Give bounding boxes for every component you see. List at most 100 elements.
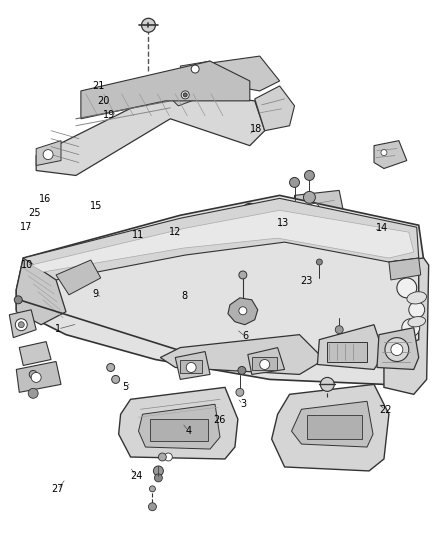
Text: 27: 27 xyxy=(52,484,64,494)
Polygon shape xyxy=(292,401,373,447)
Text: 1: 1 xyxy=(55,324,61,334)
Polygon shape xyxy=(210,56,279,91)
Circle shape xyxy=(29,370,37,378)
Circle shape xyxy=(290,177,300,188)
Circle shape xyxy=(385,337,409,361)
Circle shape xyxy=(43,150,53,159)
Text: 9: 9 xyxy=(92,289,98,299)
Polygon shape xyxy=(228,298,258,325)
Text: 23: 23 xyxy=(300,276,312,286)
Circle shape xyxy=(159,453,166,461)
Polygon shape xyxy=(119,387,238,459)
Polygon shape xyxy=(272,384,389,471)
Text: 19: 19 xyxy=(103,110,116,120)
Polygon shape xyxy=(16,361,61,392)
Circle shape xyxy=(186,362,196,373)
Bar xyxy=(307,415,362,439)
Circle shape xyxy=(164,453,172,461)
Text: 10: 10 xyxy=(21,261,33,270)
Polygon shape xyxy=(16,196,424,384)
Text: 18: 18 xyxy=(250,124,262,134)
Circle shape xyxy=(15,319,27,330)
Text: 21: 21 xyxy=(92,81,104,91)
Circle shape xyxy=(18,322,24,328)
Text: 12: 12 xyxy=(170,227,182,237)
Circle shape xyxy=(243,203,257,217)
Circle shape xyxy=(397,278,417,298)
Circle shape xyxy=(14,296,22,304)
Circle shape xyxy=(304,191,315,203)
Circle shape xyxy=(335,326,343,334)
Circle shape xyxy=(191,65,199,73)
Text: 25: 25 xyxy=(28,208,40,219)
Ellipse shape xyxy=(408,317,426,327)
Polygon shape xyxy=(160,335,324,375)
Polygon shape xyxy=(377,328,419,369)
Polygon shape xyxy=(9,310,36,337)
Circle shape xyxy=(309,203,319,213)
Circle shape xyxy=(402,319,420,337)
Polygon shape xyxy=(374,141,407,168)
Circle shape xyxy=(409,302,425,318)
Circle shape xyxy=(148,503,156,511)
Circle shape xyxy=(236,389,244,397)
Circle shape xyxy=(141,18,155,32)
Polygon shape xyxy=(384,258,429,394)
Polygon shape xyxy=(36,91,265,175)
Polygon shape xyxy=(294,190,344,222)
Polygon shape xyxy=(389,258,421,280)
Text: 26: 26 xyxy=(213,415,225,425)
Circle shape xyxy=(28,389,38,398)
Polygon shape xyxy=(23,198,419,280)
Circle shape xyxy=(183,93,187,97)
Circle shape xyxy=(397,337,411,352)
Circle shape xyxy=(381,150,387,156)
Bar xyxy=(252,357,277,370)
Text: 17: 17 xyxy=(21,222,33,232)
Text: 14: 14 xyxy=(376,223,389,233)
Text: 6: 6 xyxy=(242,332,248,342)
Polygon shape xyxy=(165,83,205,106)
Text: 3: 3 xyxy=(240,399,246,409)
Circle shape xyxy=(316,259,322,265)
Polygon shape xyxy=(175,352,210,379)
Circle shape xyxy=(320,377,334,391)
Text: 4: 4 xyxy=(185,426,191,436)
Circle shape xyxy=(304,171,314,181)
Text: 13: 13 xyxy=(277,218,290,228)
Circle shape xyxy=(153,466,163,476)
Text: 22: 22 xyxy=(379,405,392,415)
Text: 5: 5 xyxy=(122,382,128,392)
Circle shape xyxy=(107,364,115,372)
Text: 15: 15 xyxy=(90,200,102,211)
Polygon shape xyxy=(56,260,101,295)
Polygon shape xyxy=(318,325,384,369)
Circle shape xyxy=(181,91,189,99)
Circle shape xyxy=(260,360,270,369)
Polygon shape xyxy=(31,211,414,272)
Text: 8: 8 xyxy=(181,290,187,301)
Circle shape xyxy=(238,367,246,375)
Text: 16: 16 xyxy=(39,193,51,204)
Circle shape xyxy=(391,344,403,356)
Polygon shape xyxy=(16,258,66,325)
Polygon shape xyxy=(138,404,220,449)
Bar xyxy=(327,342,367,361)
Circle shape xyxy=(155,474,162,482)
Ellipse shape xyxy=(407,292,427,304)
Text: 24: 24 xyxy=(130,471,142,481)
Polygon shape xyxy=(19,342,51,366)
Circle shape xyxy=(149,486,155,492)
Polygon shape xyxy=(248,348,285,375)
Polygon shape xyxy=(255,86,294,131)
Polygon shape xyxy=(36,141,61,166)
Circle shape xyxy=(112,375,120,383)
Circle shape xyxy=(239,271,247,279)
Bar xyxy=(150,419,208,441)
Bar xyxy=(180,360,202,374)
Polygon shape xyxy=(180,61,210,77)
Circle shape xyxy=(239,307,247,315)
Text: 20: 20 xyxy=(98,96,110,106)
Circle shape xyxy=(31,373,41,382)
Text: 11: 11 xyxy=(132,230,145,240)
